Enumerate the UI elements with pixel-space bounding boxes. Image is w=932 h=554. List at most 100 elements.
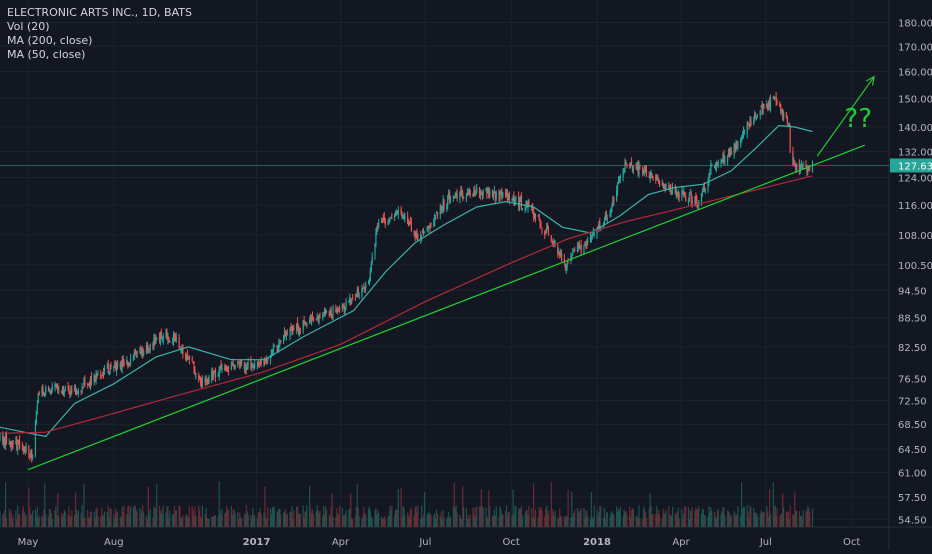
candle-body: [234, 364, 236, 368]
volume-bar: [603, 507, 606, 527]
candle-body: [691, 200, 693, 204]
volume-bar: [365, 514, 367, 527]
time-axis[interactable]: May Aug 2017 Apr Jul Oct 2018 Apr Jul Oct: [18, 537, 861, 548]
candle-body: [154, 337, 156, 343]
volume-bar: [15, 510, 17, 527]
candle-body: [468, 188, 470, 195]
volume-bar: [172, 514, 175, 527]
volume-bar: [598, 511, 600, 527]
candle-body: [364, 287, 366, 291]
volume-bar: [128, 505, 130, 527]
candle-body: [661, 182, 663, 186]
volume-bar: [657, 509, 660, 527]
candle-body: [511, 198, 513, 202]
time-tick-label: Apr: [332, 537, 350, 548]
volume-bar: [232, 509, 234, 527]
indicator-volume[interactable]: Vol (20): [7, 20, 50, 33]
candle-body: [57, 387, 59, 392]
volume-bar: [630, 516, 632, 527]
candle-body: [251, 366, 253, 368]
volume-bar: [507, 512, 509, 527]
indicator-ma200[interactable]: MA (200, close): [7, 34, 93, 47]
volume-bar: [486, 516, 488, 527]
volume-bar: [126, 514, 128, 527]
volume-bar: [316, 505, 318, 527]
candle-body: [642, 166, 644, 174]
candle-body: [316, 316, 318, 319]
candle-body: [657, 175, 659, 179]
volume-bar: [708, 506, 710, 527]
candle-body: [465, 195, 468, 200]
annotation-text: ??: [844, 104, 872, 134]
volume-bar: [528, 505, 530, 527]
volume-bar: [106, 511, 108, 527]
volume-bar: [401, 516, 403, 527]
candle-body: [323, 311, 325, 314]
volume-bar: [48, 509, 51, 527]
volume-bar: [88, 517, 90, 527]
candle-body: [302, 320, 304, 331]
volume-bar: [661, 517, 663, 527]
candle-body: [678, 193, 680, 198]
candle-body: [285, 335, 287, 336]
volume-bar: [380, 516, 383, 527]
volume-bar: [774, 505, 776, 527]
volume-bar: [174, 510, 176, 527]
candle-body: [134, 350, 136, 355]
candle-body: [342, 306, 344, 308]
candle-body: [724, 160, 726, 163]
volume-bar: [192, 509, 194, 527]
volume-bar: [806, 511, 808, 527]
candle-body: [161, 338, 163, 341]
volume-bar: [663, 513, 665, 527]
volume-bar: [463, 506, 465, 527]
candle-body: [773, 97, 775, 99]
volume-bar: [195, 515, 197, 527]
candle-body: [554, 244, 556, 246]
candle-body: [741, 137, 743, 142]
candle-body: [136, 351, 138, 354]
candle-body: [781, 109, 783, 113]
indicator-ma50[interactable]: MA (50, close): [7, 48, 86, 61]
volume-bar: [585, 510, 587, 527]
candle-body: [106, 365, 108, 367]
volume-bar: [478, 506, 481, 527]
candle-body: [16, 438, 18, 449]
candle-body: [101, 375, 103, 377]
volume-bar: [226, 505, 228, 527]
candle-body: [720, 160, 722, 164]
volume-bar: [788, 518, 790, 527]
volume-bar: [498, 516, 500, 527]
candle-body: [476, 187, 478, 192]
candle-body: [488, 191, 490, 198]
candle-body: [772, 97, 774, 99]
volume-bar: [736, 515, 738, 527]
candle-body: [147, 347, 149, 352]
volume-bar: [724, 515, 726, 527]
candle-body: [225, 366, 227, 369]
candle-body: [670, 184, 672, 192]
candle-body: [652, 177, 654, 179]
candle-body: [704, 188, 706, 192]
volume-bar: [348, 509, 350, 527]
candle-body: [565, 265, 567, 270]
price-axis[interactable]: 180.00 170.00 160.00 150.00 140.00 132.00 124.…: [890, 18, 932, 526]
candle-body: [460, 190, 462, 195]
volume-bar: [767, 511, 769, 527]
candle-body: [508, 193, 510, 201]
candle-body: [440, 205, 442, 209]
candle-body: [590, 235, 593, 238]
candle-body: [413, 230, 415, 234]
volume-bar: [709, 512, 711, 527]
volume-bar: [741, 508, 744, 527]
volume-bar: [639, 518, 641, 527]
candle-body: [546, 227, 548, 233]
candle-body: [116, 363, 119, 368]
volume-bar: [81, 505, 83, 527]
candle-body: [28, 446, 30, 455]
volume-bar: [322, 516, 324, 527]
volume-bar: [571, 491, 573, 527]
candle-body: [574, 248, 576, 250]
